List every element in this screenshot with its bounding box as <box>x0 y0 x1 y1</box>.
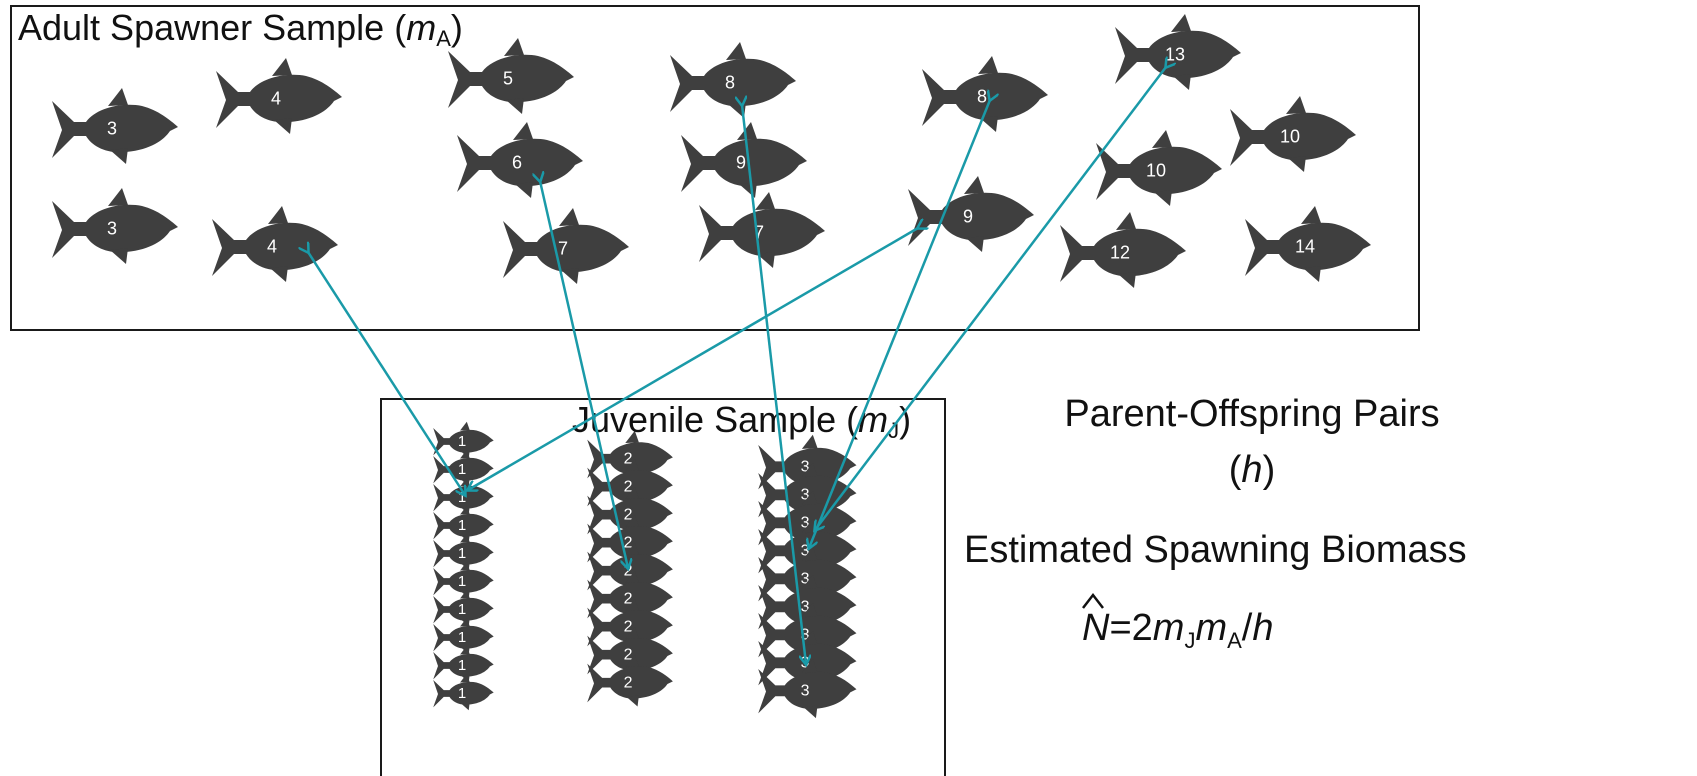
adult-fish: 3 <box>52 88 178 164</box>
fish-age-label: 1 <box>458 629 466 646</box>
juvenile-fish-age-1: 1 <box>433 673 494 711</box>
fish-age-label: 3 <box>801 683 810 700</box>
fish-age-label: 6 <box>512 152 522 172</box>
parent-offspring-arrow <box>308 252 465 495</box>
fish-age-label: 2 <box>624 619 633 636</box>
fish-age-label: 3 <box>107 118 117 138</box>
fish-age-label: 1 <box>458 685 466 702</box>
fish-age-label: 2 <box>624 675 633 692</box>
adult-fish: 6 <box>457 122 583 198</box>
juvenile-fish-age-1: 1 <box>433 533 494 571</box>
adult-fish: 8 <box>670 42 796 118</box>
adult-sample-title: Adult Spawner Sample (mA) <box>18 7 463 51</box>
biomass-formula: N=2mJmA/h <box>1082 607 1273 653</box>
fish-age-label: 13 <box>1165 44 1185 64</box>
juvenile-fish-age-2: 2 <box>587 654 673 707</box>
parent-offspring-arrow <box>468 228 918 490</box>
adult-fish: 3 <box>52 188 178 264</box>
fish-age-label: 14 <box>1295 236 1315 256</box>
fish-age-label: 10 <box>1280 126 1300 146</box>
adult-fish: 4 <box>216 58 342 134</box>
fish-age-label: 12 <box>1110 242 1130 262</box>
fish-age-label: 4 <box>267 236 277 256</box>
fish-age-label: 1 <box>458 601 466 618</box>
pairs-variable: (h) <box>1229 449 1275 491</box>
fish-age-label: 1 <box>458 433 466 450</box>
juvenile-fish-age-1: 1 <box>433 561 494 599</box>
juvenile-fish-age-1: 1 <box>433 645 494 683</box>
fish-age-label: 5 <box>503 68 513 88</box>
juvenile-fish-age-2: 2 <box>587 626 673 679</box>
parent-offspring-links <box>308 67 1166 664</box>
pairs-label: Parent-Offspring Pairs <box>1064 393 1439 435</box>
fish-age-label: 10 <box>1146 160 1166 180</box>
juvenile-fish-age-2: 2 <box>587 570 673 623</box>
fish-age-label: 1 <box>458 573 466 590</box>
biomass-label: Estimated Spawning Biomass <box>964 529 1467 571</box>
fish-age-label: 3 <box>107 218 117 238</box>
fish-age-label: 2 <box>624 647 633 664</box>
fish-age-label: 1 <box>458 461 466 478</box>
juvenile-fish-age-3: 3 <box>758 658 857 719</box>
fish-age-label: 7 <box>558 238 568 258</box>
adult-fish: 14 <box>1245 206 1371 282</box>
adult-fish: 10 <box>1230 96 1356 172</box>
fish-age-label: 4 <box>271 88 281 108</box>
fish-age-label: 8 <box>977 86 987 106</box>
fish-age-label: 9 <box>736 152 746 172</box>
adult-fish: 5 <box>448 38 574 114</box>
fish-age-label: 1 <box>458 545 466 562</box>
juvenile-fish-age-1: 1 <box>433 505 494 543</box>
adult-fish: 4 <box>212 206 338 282</box>
fish-age-label: 1 <box>458 517 466 534</box>
juvenile-fish-age-2: 2 <box>587 598 673 651</box>
juvenile-fish-age-1: 1 <box>433 617 494 655</box>
fish-age-label: 9 <box>963 206 973 226</box>
fish-age-label: 1 <box>458 657 466 674</box>
hat-symbol <box>1082 592 1104 609</box>
fish-age-label: 2 <box>624 591 633 608</box>
juvenile-fish-age-1: 1 <box>433 589 494 627</box>
fish-age-label: 8 <box>725 72 735 92</box>
